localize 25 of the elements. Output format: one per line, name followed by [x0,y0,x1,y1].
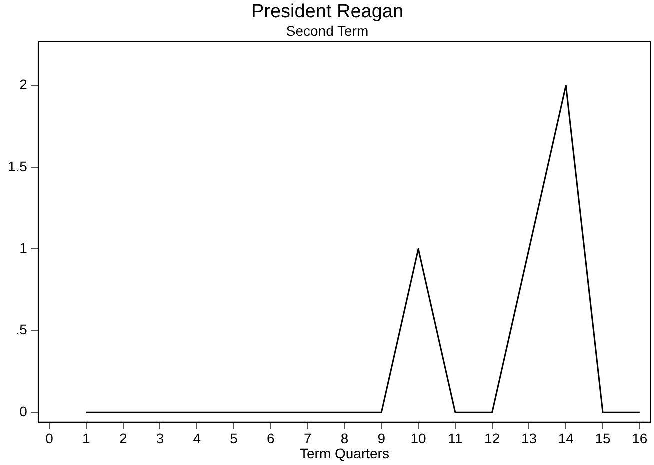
y-tick-label: 2 [20,76,28,93]
x-tick-label: 12 [484,430,500,447]
x-tick-label: 1 [82,430,91,447]
x-tick-label: 13 [521,430,538,447]
chart-subtitle: Second Term [286,23,369,40]
y-tick-label: 1.5 [8,158,28,174]
x-tick-label: 10 [410,430,427,447]
x-tick-label: 5 [230,430,238,447]
x-tick-label: 7 [304,430,312,447]
x-axis-title: Term Quarters [300,445,390,462]
x-tick-label: 11 [448,430,463,447]
x-tick-label: 8 [340,430,349,447]
x-tick-label: 4 [193,430,202,447]
y-tick-label: .5 [16,322,28,338]
x-tick-label: 15 [595,430,612,447]
y-tick-label: 0 [20,403,28,420]
chart-title: President Reagan [251,2,404,23]
x-tick-label: 16 [632,430,648,447]
y-tick-label: 1 [20,240,28,256]
x-tick-label: 9 [378,430,386,447]
x-tick-label: 2 [119,430,128,447]
x-tick-label: 3 [156,430,164,447]
x-tick-label: 0 [46,430,54,447]
x-tick-label: 6 [267,430,276,447]
x-tick-label: 14 [558,430,574,447]
